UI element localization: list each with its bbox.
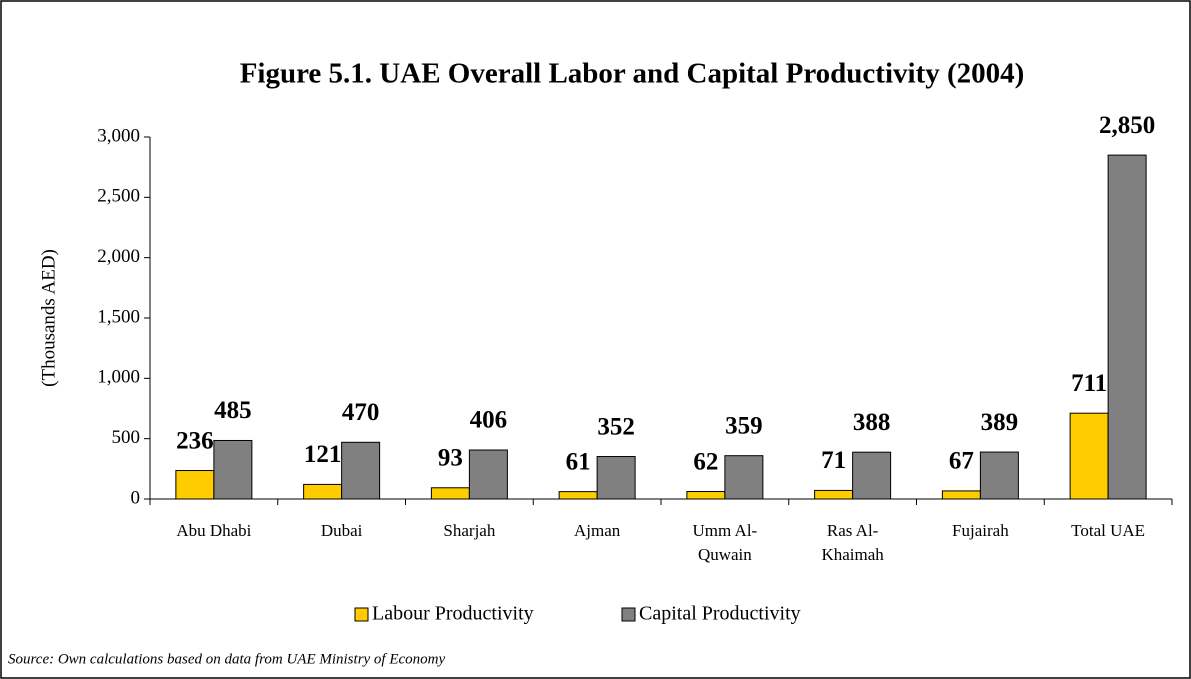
legend-label: Capital Productivity (639, 603, 801, 625)
y-tick-label: 2,500 (97, 186, 140, 207)
bar (468, 449, 508, 500)
x-tick-label: Umm Al- Quwain (692, 521, 758, 564)
legend-swatch (621, 607, 636, 622)
y-tick-label: 2,000 (97, 246, 140, 267)
data-label: 389 (981, 409, 1019, 436)
x-tick-label: Sharjah (443, 521, 496, 540)
x-tick-label: Ajman (573, 521, 621, 540)
data-label: 2,850 (1099, 112, 1155, 139)
y-tick-label: 0 (131, 487, 141, 508)
bar (430, 487, 470, 500)
data-label: 470 (342, 399, 380, 426)
legend-label: Labour Productivity (372, 603, 534, 625)
x-tick-label: Dubai (320, 521, 363, 540)
y-tick-label: 1,000 (97, 367, 140, 388)
data-label: 93 (438, 445, 463, 472)
bar (213, 439, 253, 500)
data-label: 359 (725, 412, 763, 439)
bar (596, 456, 636, 500)
x-tick-label: Fujairah (952, 521, 1009, 540)
data-label: 352 (597, 413, 635, 440)
data-label: 121 (304, 441, 342, 468)
bar (558, 491, 598, 500)
data-label: 485 (214, 397, 252, 424)
data-label: 62 (693, 448, 718, 475)
y-tick-label: 1,500 (97, 306, 140, 327)
data-label: 236 (176, 427, 214, 454)
data-label: 406 (470, 407, 508, 434)
bar (941, 490, 981, 500)
y-axis-label: (Thousands AED) (38, 249, 59, 387)
y-tick-label: 3,000 (97, 125, 140, 146)
bar (1107, 154, 1147, 500)
bar (852, 451, 892, 500)
bar (1069, 412, 1109, 500)
data-label: 61 (566, 448, 591, 475)
bar (814, 489, 854, 500)
bar (175, 470, 215, 500)
data-label: 711 (1071, 370, 1107, 397)
bar (979, 451, 1019, 500)
x-tick-label: Total UAE (1071, 521, 1146, 540)
bar (341, 441, 381, 500)
bar (303, 483, 343, 500)
data-label: 388 (853, 409, 891, 436)
data-label: 67 (949, 448, 974, 475)
source-note: Source: Own calculations based on data f… (8, 651, 446, 667)
chart-title: Figure 5.1. UAE Overall Labor and Capita… (240, 58, 1025, 90)
x-tick-label: Abu Dhabi (176, 521, 252, 540)
data-label: 71 (821, 447, 846, 474)
bar (686, 491, 726, 500)
y-tick-label: 500 (112, 427, 141, 448)
bar (724, 455, 764, 500)
legend-swatch (354, 607, 369, 622)
x-tick-label: Ras Al- Khaimah (821, 521, 884, 564)
